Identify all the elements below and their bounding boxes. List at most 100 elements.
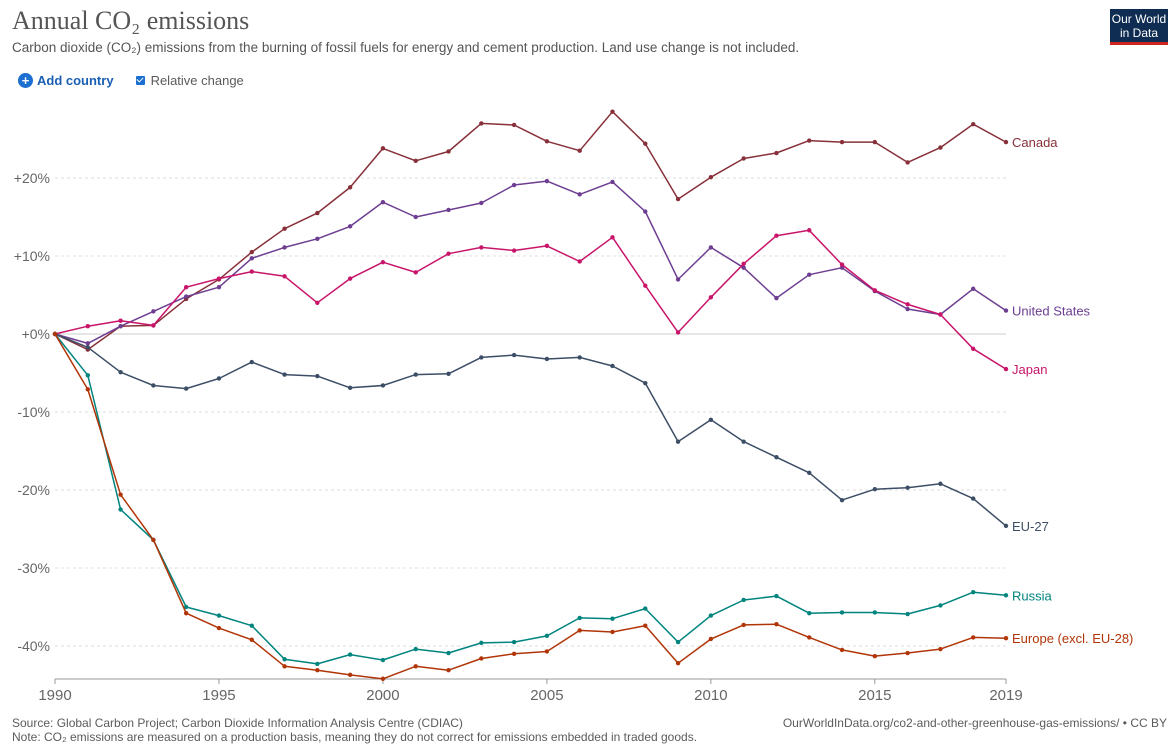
data-point [610, 235, 615, 240]
data-point [708, 613, 714, 618]
data-point [118, 507, 123, 512]
data-point [1003, 366, 1009, 372]
data-point [216, 276, 222, 281]
data-point [446, 371, 451, 376]
y-tick-label: +20% [14, 170, 50, 186]
data-point [839, 139, 845, 145]
add-country-button[interactable]: + Add country [18, 73, 114, 88]
x-tick-label: 2005 [530, 687, 563, 704]
data-point [708, 175, 714, 180]
data-point [774, 295, 779, 301]
series-line [54, 110, 1007, 351]
data-point [479, 245, 484, 250]
data-point [479, 355, 484, 360]
data-point [446, 149, 451, 154]
y-tick-label: -40% [17, 638, 50, 654]
data-point [741, 156, 746, 161]
data-point [347, 276, 353, 281]
x-tick-label: 1990 [38, 687, 71, 704]
data-point [708, 636, 714, 642]
data-point [708, 295, 714, 300]
data-point [511, 122, 517, 128]
source-url-link[interactable]: OurWorldInData.org/co2-and-other-greenho… [782, 716, 1167, 730]
data-point [741, 439, 746, 444]
data-point [216, 625, 222, 631]
data-point [118, 324, 123, 329]
data-point [413, 270, 418, 275]
relative-change-label: Relative change [150, 73, 244, 88]
series-label: Japan [1012, 362, 1047, 377]
data-point [938, 312, 943, 317]
data-point [675, 277, 681, 282]
data-point [839, 262, 845, 267]
data-point [282, 372, 287, 377]
add-country-label: Add country [37, 73, 114, 88]
series-line [54, 333, 1007, 680]
data-point [839, 497, 845, 503]
data-point [380, 260, 386, 265]
series-label: Russia [1012, 588, 1053, 603]
data-point [413, 158, 418, 164]
data-point [774, 233, 779, 238]
data-point [544, 633, 550, 639]
data-point [1003, 636, 1009, 641]
data-point [216, 285, 222, 290]
data-point [905, 160, 910, 165]
data-point [249, 637, 254, 642]
data-point [347, 672, 353, 678]
data-point [479, 200, 484, 206]
chart-controls: + Add country Relative change [18, 73, 244, 88]
data-point [249, 623, 254, 628]
data-point [774, 150, 779, 156]
data-point [85, 345, 90, 350]
data-point [938, 481, 943, 486]
data-point [511, 248, 517, 253]
x-tick-label: 2000 [366, 687, 399, 704]
series-label: EU-27 [1012, 519, 1049, 534]
data-point [905, 650, 910, 656]
data-point [511, 639, 517, 645]
plus-circle-icon: + [18, 73, 33, 88]
data-point [479, 121, 484, 126]
x-tick-label: 1995 [202, 687, 235, 704]
data-point [938, 603, 943, 608]
data-point [216, 376, 222, 381]
data-point [872, 487, 878, 492]
data-point [413, 646, 418, 652]
data-point [905, 306, 910, 312]
x-tick-label: 2010 [694, 687, 727, 704]
data-point [708, 417, 714, 422]
footnote: Note: CO₂ emissions are measured on a pr… [12, 730, 698, 744]
data-point [1003, 139, 1009, 145]
data-point [479, 656, 484, 661]
data-point [249, 359, 254, 365]
data-point [675, 196, 681, 202]
data-point [839, 265, 845, 270]
data-point [249, 269, 254, 274]
data-point [183, 604, 189, 610]
data-point [118, 318, 123, 323]
data-point [413, 664, 418, 669]
data-point [872, 610, 878, 615]
data-point [807, 228, 812, 233]
checkbox-checked-icon[interactable] [135, 76, 145, 85]
data-point [544, 243, 550, 249]
relative-change-toggle[interactable]: Relative change [135, 73, 244, 88]
data-point [1003, 308, 1009, 313]
data-point [249, 249, 254, 255]
data-point [905, 302, 910, 307]
data-point [741, 597, 746, 603]
source-note: Source: Global Carbon Project; Carbon Di… [12, 716, 463, 730]
data-point [315, 236, 320, 242]
owid-logo[interactable]: Our World in Data [1110, 9, 1168, 45]
data-point [577, 148, 582, 153]
data-point [971, 346, 976, 352]
data-point [872, 139, 878, 145]
chart-subtitle: Carbon dioxide (CO₂) emissions from the … [12, 40, 800, 55]
data-point [577, 628, 582, 633]
data-point [643, 623, 648, 628]
data-point [511, 352, 517, 358]
data-point [183, 294, 189, 299]
data-point [315, 661, 320, 667]
